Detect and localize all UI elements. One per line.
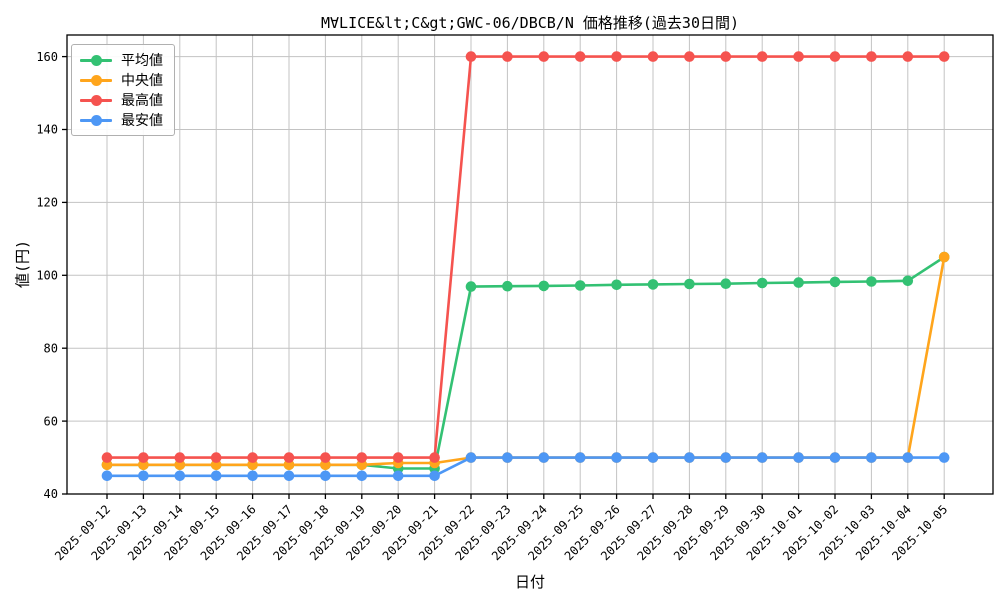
series-max-point	[502, 51, 513, 62]
series-mean-point	[720, 278, 732, 290]
series-max-point	[866, 51, 877, 62]
y-tick-label: 40	[44, 487, 58, 501]
series-max-point	[829, 51, 841, 62]
series-mean-point	[647, 279, 659, 290]
series-max-point	[138, 452, 149, 463]
series-max-point	[793, 51, 804, 62]
series-min-point	[938, 452, 950, 463]
series-min-point	[392, 470, 404, 482]
legend-marker-icon	[80, 54, 112, 66]
y-tick-label: 80	[44, 341, 58, 355]
series-min-point	[756, 452, 768, 463]
series-max-point	[902, 51, 914, 62]
series-min-point	[866, 452, 877, 463]
series-max-point	[465, 51, 477, 62]
legend-item-median: 中央値	[80, 70, 163, 90]
series-min-point	[247, 470, 258, 482]
series-mean-point	[756, 277, 768, 289]
series-min-point	[829, 452, 841, 463]
series-min-point	[283, 470, 295, 482]
series-min-point	[138, 470, 149, 482]
chart-title: M∀LICE&lt;C&gt;GWC-06/DBCB/N 価格推移(過去30日間…	[320, 14, 740, 32]
series-max-point	[720, 51, 732, 62]
series-mean-line	[105, 255, 946, 470]
y-tick-label: 60	[44, 414, 58, 428]
y-tick-label: 100	[36, 269, 58, 283]
legend-label: 最高値	[121, 93, 163, 109]
series-min-point	[793, 452, 804, 463]
series-max-point	[320, 452, 331, 463]
series-max-point	[574, 51, 586, 62]
series-max-point	[647, 51, 659, 62]
legend-marker-icon	[80, 74, 112, 86]
series-max-point	[283, 452, 295, 463]
legend: 平均値中央値最高値最安値	[71, 44, 175, 136]
legend-item-mean: 平均値	[80, 50, 163, 70]
series-max-point	[684, 51, 695, 62]
legend-marker-icon	[80, 114, 112, 126]
series-median-point	[938, 251, 950, 263]
series-min-point	[465, 452, 477, 463]
legend-marker-icon	[80, 94, 112, 106]
series-mean-point	[538, 280, 550, 292]
series-min-point	[210, 470, 222, 482]
legend-item-max: 最高値	[80, 90, 163, 110]
series-max-point	[938, 51, 950, 62]
series-max-point	[101, 452, 113, 463]
series-max-point	[356, 452, 368, 463]
series-mean-point	[574, 280, 586, 291]
y-tick-label: 160	[36, 50, 58, 64]
series-max-point	[210, 452, 222, 463]
legend-label: 最安値	[121, 113, 163, 129]
series-mean-point	[829, 276, 841, 288]
series-min-point	[684, 452, 695, 463]
series-max-point	[611, 51, 622, 62]
series-mean-point	[502, 280, 513, 292]
series-min-point	[101, 470, 113, 482]
series-min-point	[174, 470, 186, 482]
legend-item-min: 最安値	[80, 110, 163, 130]
series-mean-point	[793, 277, 804, 288]
legend-label: 中央値	[121, 73, 163, 89]
series-min-point	[720, 452, 732, 463]
series-max-point	[392, 452, 404, 463]
series-min-line	[105, 456, 946, 478]
series-min-point	[902, 452, 914, 463]
y-tick-label: 140	[36, 123, 58, 137]
series-min-point	[611, 452, 622, 463]
series-max-line	[105, 55, 946, 459]
series-max-point	[247, 452, 258, 463]
series-mean-point	[866, 276, 877, 287]
series-mean-point	[465, 281, 477, 292]
series-min-point	[502, 452, 513, 463]
series-max-point	[174, 452, 186, 463]
series-max-point	[429, 452, 440, 463]
legend-label: 平均値	[121, 53, 163, 69]
series-min-point	[429, 470, 440, 482]
series-max-point	[756, 51, 768, 62]
series-min-point	[647, 452, 659, 463]
series-min-point	[320, 470, 331, 482]
series-min-point	[356, 470, 368, 482]
series-max-point	[538, 51, 550, 62]
series-min-point	[574, 452, 586, 463]
series-mean-point	[684, 278, 695, 290]
series-min-point	[538, 452, 550, 463]
series-median-line	[105, 255, 946, 467]
plot-border	[66, 34, 994, 495]
series-mean-point	[902, 275, 914, 287]
y-tick-label: 120	[36, 196, 58, 210]
x-axis-label: 日付	[514, 573, 545, 591]
series-mean-point	[611, 279, 622, 291]
